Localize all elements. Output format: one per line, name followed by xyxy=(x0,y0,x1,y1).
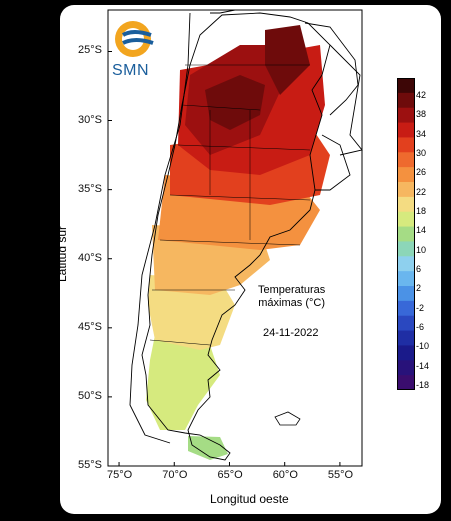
x-tick-label: 70°O xyxy=(162,469,188,481)
colorbar-label: 30 xyxy=(416,148,427,158)
y-tick-label: 50°S xyxy=(78,389,102,402)
region-patagonia-sur xyxy=(146,335,220,430)
colorbar-swatch xyxy=(397,226,415,242)
y-tick-label: 25°S xyxy=(78,44,102,57)
y-axis-label: Latitud sur xyxy=(60,225,70,283)
colorbar-label: 34 xyxy=(416,128,427,139)
colorbar-label: 18 xyxy=(416,206,427,216)
colorbar-label: -10 xyxy=(416,341,430,352)
colorbar-swatch xyxy=(397,137,415,153)
colorbar-label: -6 xyxy=(416,322,425,332)
x-tick-label: 60°O xyxy=(272,469,298,481)
colorbar-swatch xyxy=(397,196,415,213)
colorbar-swatch xyxy=(397,360,415,376)
argentina-outline xyxy=(141,12,331,461)
smn-logo-icon xyxy=(115,21,154,57)
colorbar-label: 6 xyxy=(416,264,422,274)
map-title-line1: Temperaturas xyxy=(258,284,326,296)
colorbar-swatch xyxy=(397,211,415,228)
colorbar-label: -2 xyxy=(416,302,425,313)
plot-ticks xyxy=(108,50,341,467)
colorbar-swatch xyxy=(397,107,415,124)
y-tick-label: 55°S xyxy=(78,459,102,471)
y-tick-label: 35°S xyxy=(78,182,102,195)
map-date: 24-11-2022 xyxy=(263,327,319,339)
colorbar-swatch xyxy=(397,241,415,257)
colorbar-label: 26 xyxy=(416,167,427,178)
uruguay-outline xyxy=(315,134,351,191)
colorbar-swatch xyxy=(397,271,415,287)
map-figure xyxy=(107,9,363,467)
colorbar-swatch xyxy=(397,345,415,361)
paraguay-border xyxy=(304,22,359,116)
bolivia-border xyxy=(210,9,236,14)
colorbar-swatch xyxy=(397,315,415,332)
map-title-line2: máximas (°C) xyxy=(258,297,325,309)
colorbar-swatch xyxy=(397,182,415,198)
y-tick-label: 30°S xyxy=(78,113,102,126)
province-lines xyxy=(149,64,311,346)
region-tierra-del-fuego xyxy=(188,436,228,460)
x-tick-label: 65°O xyxy=(217,469,243,481)
colorbar-swatch xyxy=(397,152,415,168)
x-axis-label: Longitud oeste xyxy=(210,492,289,506)
colorbar-swatch xyxy=(397,330,415,346)
colorbar-label: -18 xyxy=(416,380,430,390)
colorbar-label: 10 xyxy=(416,244,427,255)
colorbar-label: 14 xyxy=(416,225,427,236)
colorbar-swatch xyxy=(397,78,415,94)
country-borders xyxy=(129,9,363,461)
brazil-border xyxy=(329,44,363,156)
smn-logo-text: SMN xyxy=(112,62,150,79)
colorbar-swatch xyxy=(397,256,415,272)
colorbar-label: 42 xyxy=(416,90,427,100)
x-tick-label: 75°O xyxy=(107,469,133,481)
colorbar-swatch xyxy=(397,286,415,302)
colorbar-swatch xyxy=(397,375,415,390)
colorbar xyxy=(397,78,415,390)
y-tick-label: 40°S xyxy=(78,251,102,264)
colorbar-label: 38 xyxy=(416,109,427,120)
colorbar-label: 22 xyxy=(416,186,427,197)
colorbar-swatch xyxy=(397,92,415,109)
x-tick-label: 55°O xyxy=(327,469,354,481)
map-legend-title: Temperaturas máximas (°C) xyxy=(258,284,325,310)
colorbar-swatch xyxy=(397,167,415,183)
colorbar-swatch xyxy=(397,122,415,138)
colorbar-label: -14 xyxy=(416,360,430,371)
malvinas-islands xyxy=(274,411,301,426)
y-tick-label: 45°S xyxy=(78,320,102,333)
map-card: Latitud sur Longitud oeste SMN Temperatu… xyxy=(60,5,441,514)
region-chaco xyxy=(265,25,310,95)
colorbar-swatch xyxy=(397,300,415,317)
colorbar-label: 2 xyxy=(416,283,422,294)
